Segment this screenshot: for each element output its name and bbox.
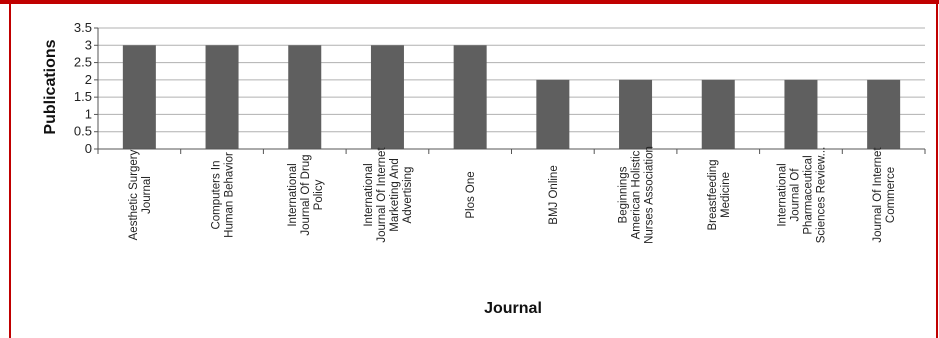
x-axis-title: Journal <box>484 300 542 317</box>
y-tick-label: 0.5 <box>74 124 92 139</box>
x-category-label: Plos One <box>465 171 477 218</box>
x-category-label: Aesthetic SurgeryJournal <box>128 149 153 240</box>
y-tick-label: 0 <box>85 141 92 156</box>
y-tick-label: 3.5 <box>74 20 92 35</box>
y-axis-title: Publications <box>42 39 59 134</box>
bar <box>122 45 156 149</box>
y-tick-label: 3 <box>85 37 92 52</box>
bar <box>701 79 735 149</box>
left-border <box>9 4 11 338</box>
y-axis-ticks: 0 0.5 1 1.5 2 2.5 3 3.5 <box>74 20 92 156</box>
axes <box>94 27 926 154</box>
x-category-label: BMJ Online <box>548 165 560 224</box>
top-border <box>0 0 939 4</box>
bar <box>288 45 322 149</box>
x-category-label: InternationalJournal Of DrugPolicy <box>287 154 325 235</box>
x-category-label: BeginningsAmerican HolisticNurses Associ… <box>618 146 656 244</box>
bar <box>784 79 818 149</box>
x-category-label: Computers InHuman Behavior <box>211 152 236 238</box>
bar <box>536 79 570 149</box>
bar <box>453 45 487 149</box>
y-tick-label: 2.5 <box>74 55 92 70</box>
bar <box>370 45 404 149</box>
y-tick-label: 1 <box>85 106 92 121</box>
x-category-label: BreastfeedingMedicine <box>707 160 732 231</box>
bar <box>205 45 239 149</box>
y-tick-label: 1.5 <box>74 89 92 104</box>
right-border <box>936 4 938 338</box>
x-axis-categories: Aesthetic SurgeryJournal Computers InHuma… <box>128 146 897 244</box>
bars <box>122 45 901 149</box>
bar <box>619 79 653 149</box>
x-category-label: Journal Of InternetCommerce <box>872 147 897 243</box>
x-category-label: InternationalJournal OfPharmaceuticalSci… <box>776 147 827 244</box>
y-tick-label: 2 <box>85 72 92 87</box>
x-category-label: InternationalJournal Of InternetMarketin… <box>363 147 414 243</box>
bar <box>867 79 901 149</box>
